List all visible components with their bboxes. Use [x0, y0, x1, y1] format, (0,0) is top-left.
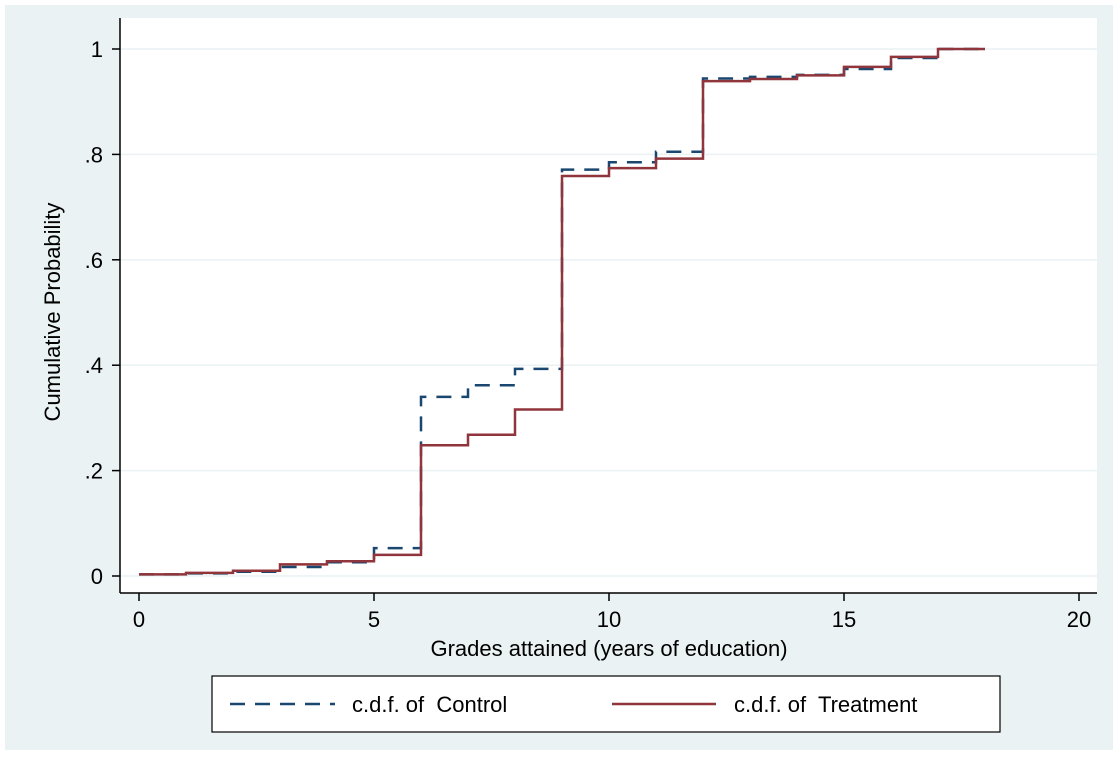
- legend-label-treatment: c.d.f. of Treatment: [734, 692, 917, 717]
- x-tick-label: 0: [133, 607, 145, 632]
- gridlines: [120, 48, 1097, 577]
- legend: c.d.f. of Control c.d.f. of Treatment: [211, 675, 1001, 733]
- x-tick-label: 5: [368, 607, 380, 632]
- y-tick-label: .6: [85, 248, 103, 273]
- series-layer: [139, 47, 985, 576]
- y-tick-label: .4: [85, 353, 103, 378]
- x-tick-label: 10: [597, 607, 621, 632]
- x-axis: 0 5 10 15 20: [120, 592, 1097, 632]
- y-tick-label: .2: [85, 459, 103, 484]
- y-axis: 0 .2 .4 .6 .8 1: [85, 18, 121, 593]
- legend-box: [211, 675, 1001, 733]
- y-tick-label: 0: [91, 564, 103, 589]
- y-tick-label: 1: [91, 37, 103, 62]
- y-axis-title: Cumulative Probability: [40, 203, 65, 422]
- x-tick-label: 15: [832, 607, 856, 632]
- series-line-treatment: [139, 47, 985, 576]
- x-axis-title: Grades attained (years of education): [430, 636, 787, 661]
- x-tick-label: 20: [1067, 607, 1091, 632]
- y-tick-label: .8: [85, 142, 103, 167]
- legend-label-control: c.d.f. of Control: [352, 692, 507, 717]
- plot-area: [120, 18, 1097, 593]
